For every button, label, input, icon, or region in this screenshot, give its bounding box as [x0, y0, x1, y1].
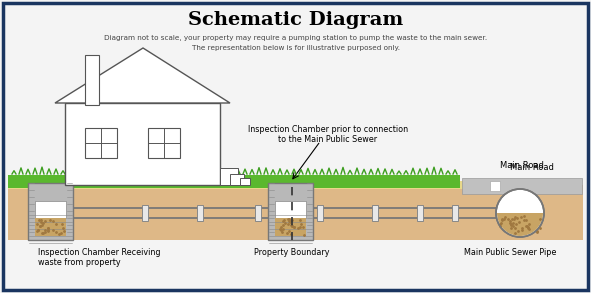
Bar: [28, 183, 73, 240]
Bar: [35, 218, 66, 236]
Text: Main Road: Main Road: [510, 163, 554, 172]
Wedge shape: [497, 213, 543, 236]
Bar: [85, 128, 117, 158]
Text: Property Boundary: Property Boundary: [254, 248, 330, 257]
Bar: [417, 205, 423, 221]
Bar: [85, 55, 99, 105]
Bar: [255, 205, 261, 221]
Polygon shape: [55, 48, 230, 103]
Bar: [220, 168, 238, 185]
Text: Schematic Diagram: Schematic Diagram: [188, 11, 403, 29]
Circle shape: [496, 189, 544, 237]
Bar: [240, 178, 250, 185]
Bar: [8, 175, 460, 188]
Bar: [197, 205, 203, 221]
Text: The representation below is for illustrative purposed only.: The representation below is for illustra…: [191, 45, 400, 51]
Bar: [148, 128, 180, 158]
Bar: [372, 205, 378, 221]
Bar: [8, 185, 583, 240]
Text: Inspection Chamber Receiving
waste from property: Inspection Chamber Receiving waste from …: [38, 248, 161, 268]
Text: Inspection Chamber prior to connection
to the Main Public Sewer: Inspection Chamber prior to connection t…: [248, 125, 408, 144]
Bar: [65, 103, 220, 185]
Bar: [490, 181, 500, 191]
Text: Main Public Sewer Pipe: Main Public Sewer Pipe: [464, 248, 556, 257]
Bar: [268, 183, 313, 240]
Bar: [35, 201, 66, 218]
Bar: [275, 218, 306, 236]
Text: Diagram not to scale, your property may require a pumping station to pump the wa: Diagram not to scale, your property may …: [104, 35, 487, 41]
Bar: [8, 181, 483, 189]
Bar: [230, 174, 244, 185]
Bar: [462, 178, 582, 194]
Bar: [452, 205, 458, 221]
Bar: [275, 201, 306, 218]
Bar: [142, 205, 148, 221]
Text: Main Road: Main Road: [500, 161, 544, 170]
Bar: [317, 205, 323, 221]
